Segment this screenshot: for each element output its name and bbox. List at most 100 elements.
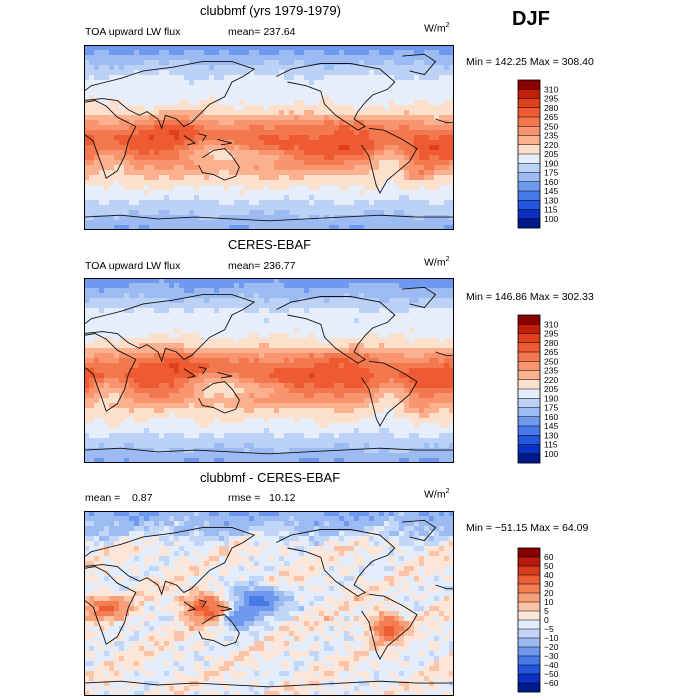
map-cell [439, 130, 445, 136]
map-cell [339, 185, 345, 191]
map-cell [354, 328, 360, 334]
map-cell [354, 393, 360, 399]
map-cell [204, 140, 210, 146]
map-cell [149, 95, 155, 101]
map-cell [394, 308, 400, 314]
map-cell [184, 140, 190, 146]
map-cell [274, 318, 280, 324]
map-cell [244, 293, 250, 299]
map-cell [184, 105, 190, 111]
map-cell [289, 190, 295, 196]
map-cell [119, 190, 125, 196]
map-cell [154, 328, 160, 334]
map-cell [249, 388, 255, 394]
map-cell [424, 323, 430, 329]
map-cell [149, 318, 155, 324]
map-cell [379, 85, 385, 91]
map-cell [334, 160, 340, 166]
map-cell [369, 403, 375, 409]
map-cell [429, 125, 435, 131]
map-cell [374, 215, 380, 221]
map-cell [434, 80, 440, 86]
map-cell [439, 60, 445, 66]
map-cell [104, 338, 110, 344]
map-cell [129, 45, 135, 51]
map-cell [229, 95, 235, 101]
map-cell [379, 283, 385, 289]
map-cell [219, 60, 225, 66]
map-cell [214, 225, 220, 230]
map-cell [404, 278, 410, 284]
map-cell [114, 283, 120, 289]
map-cell [129, 403, 135, 409]
map-cell [124, 398, 130, 404]
map-cell [424, 358, 430, 364]
map-cell [174, 313, 180, 319]
map-cell [174, 115, 180, 121]
map-cell [149, 180, 155, 186]
map-cell [354, 418, 360, 424]
map-cell [204, 353, 210, 359]
map-cell [449, 363, 454, 369]
map-cell [229, 115, 235, 121]
map-cell [319, 343, 325, 349]
map-cell [184, 185, 190, 191]
map-cell [229, 283, 235, 289]
map-cell [184, 388, 190, 394]
map-cell [104, 180, 110, 186]
map-cell [219, 210, 225, 216]
map-cell [209, 298, 215, 304]
map-cell [174, 413, 180, 419]
map-cell [154, 130, 160, 136]
map-cell [219, 65, 225, 71]
map-cell [304, 125, 310, 131]
map-cell [414, 75, 420, 81]
map-cell [139, 278, 145, 284]
map-cell [319, 205, 325, 211]
map-cell [389, 225, 395, 230]
map-cell [219, 70, 225, 76]
map-cell [124, 185, 130, 191]
map-cell [354, 298, 360, 304]
map-cell [129, 150, 135, 156]
map-cell [384, 343, 390, 349]
map-cell [354, 160, 360, 166]
map-cell [324, 368, 330, 374]
map-cell [424, 205, 430, 211]
map-cell [284, 298, 290, 304]
map-cell [384, 105, 390, 111]
map-cell [314, 383, 320, 389]
map-cell [124, 283, 130, 289]
map-cell [204, 358, 210, 364]
map-cell [109, 343, 115, 349]
map-cell [239, 155, 245, 161]
map-cell [344, 45, 350, 51]
map-cell [439, 195, 445, 201]
map-cell [284, 323, 290, 329]
map-cell [179, 358, 185, 364]
map-cell [419, 328, 425, 334]
map-cell [94, 215, 100, 221]
map-cell [389, 220, 395, 226]
map-cell [364, 220, 370, 226]
map-cell [274, 323, 280, 329]
map-cell [224, 50, 230, 56]
map-cell [174, 160, 180, 166]
map-cell [399, 383, 405, 389]
map-cell [244, 115, 250, 121]
map-cell [114, 125, 120, 131]
colorbar-swatch [518, 154, 540, 164]
map-cell [444, 313, 450, 319]
map-cell [109, 150, 115, 156]
map-cell [369, 288, 375, 294]
map-cell [134, 398, 140, 404]
map-cell [414, 358, 420, 364]
map-cell [124, 55, 130, 61]
map-cell [349, 110, 355, 116]
map-cell [379, 333, 385, 339]
map-cell [239, 408, 245, 414]
map-cell [434, 303, 440, 309]
map-cell [439, 283, 445, 289]
map-cell [424, 80, 430, 86]
map-cell [259, 215, 265, 221]
